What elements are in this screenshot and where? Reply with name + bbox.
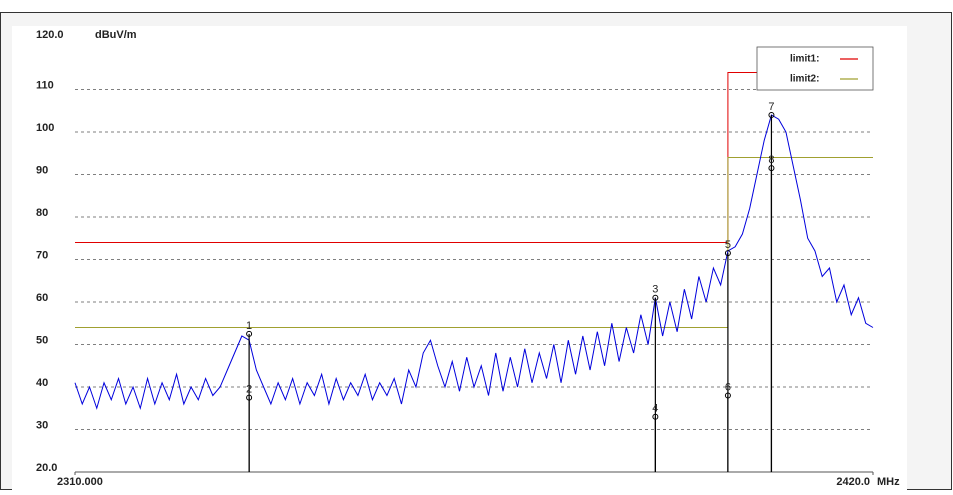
x-unit: MHz xyxy=(877,476,900,488)
marker-label: 6 xyxy=(725,381,731,393)
y-unit: dBuV/m xyxy=(95,29,137,41)
marker-label: 1 xyxy=(246,320,252,332)
trace xyxy=(74,114,874,411)
y-tick-label: 90 xyxy=(36,164,48,176)
marker-point xyxy=(768,112,775,118)
marker-label: 8 xyxy=(768,154,774,166)
marker-point xyxy=(246,330,253,337)
marker-point xyxy=(724,392,731,399)
y-tick-label: 70 xyxy=(36,249,48,261)
x-tick-label: 2310.000 xyxy=(57,476,103,488)
y-tick-label: 20.0 xyxy=(36,462,57,474)
y-tick-label: 50 xyxy=(36,334,48,346)
plot-background xyxy=(12,26,907,490)
marker-label: 2 xyxy=(246,384,252,396)
marker-label: 7 xyxy=(768,101,774,113)
y-tick-label: 60 xyxy=(36,292,48,304)
marker-point xyxy=(724,250,731,257)
y-tick-label: 110 xyxy=(36,79,54,91)
marker-point xyxy=(652,413,659,420)
y-tick-label: 80 xyxy=(36,207,48,219)
marker-point xyxy=(768,165,775,172)
marker-point xyxy=(246,394,253,401)
marker-label: 4 xyxy=(652,403,658,415)
y-tick-label: 40 xyxy=(36,377,48,389)
marker-label: 5 xyxy=(725,239,731,251)
legend-label: limit1: xyxy=(790,54,819,65)
limit-line xyxy=(75,157,873,328)
legend-box xyxy=(756,46,874,91)
marker-point xyxy=(652,294,659,301)
legend-label: limit2: xyxy=(790,74,819,85)
x-tick-label: 2420.0 xyxy=(836,476,870,488)
y-tick-label: 120.0 xyxy=(36,29,64,41)
marker-label: 3 xyxy=(652,284,658,296)
y-tick-label: 100 xyxy=(36,122,54,134)
y-tick-label: 30 xyxy=(36,419,48,431)
